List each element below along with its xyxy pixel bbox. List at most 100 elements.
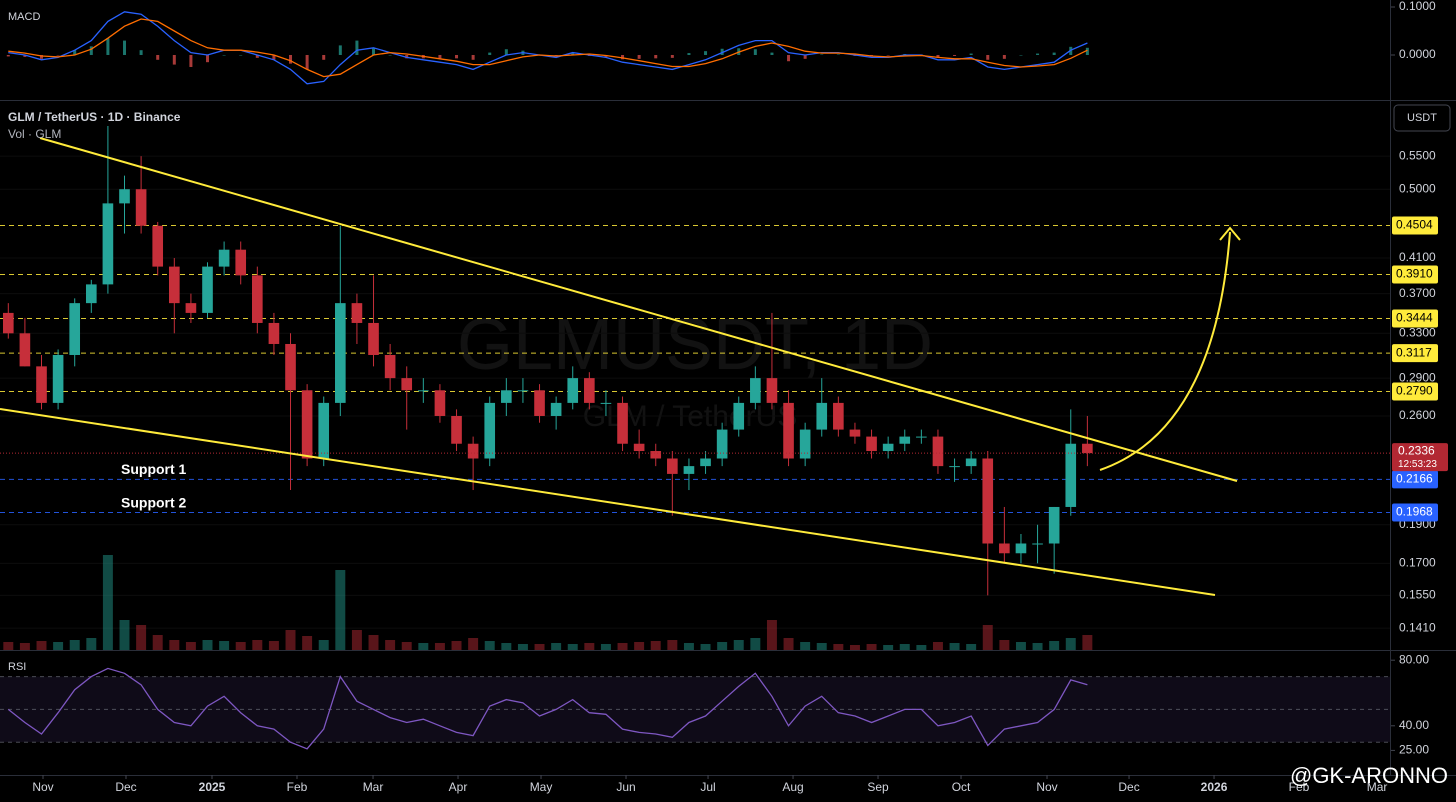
x-tick-label: Feb: [1289, 780, 1310, 794]
level-tag-label: 0.3910: [1396, 267, 1433, 281]
y-tick-label: 0.4100: [1399, 250, 1436, 264]
volume-bar: [733, 640, 744, 650]
macd-histogram: [40, 54, 44, 59]
volume-bar: [468, 638, 479, 650]
candle-body: [268, 322, 280, 344]
macd-histogram: [272, 54, 276, 60]
level-tag: [1392, 309, 1438, 328]
macd-histogram: [388, 54, 392, 56]
volume-bar: [268, 641, 279, 650]
volume-bar: [219, 641, 230, 650]
level-tag: [1392, 470, 1438, 489]
candle-body: [185, 303, 197, 313]
candle-body: [567, 378, 579, 403]
candle-body: [534, 390, 545, 416]
macd-histogram: [1036, 53, 1040, 55]
candle-body: [650, 451, 662, 459]
macd-histogram: [23, 54, 27, 57]
macd-histogram: [953, 54, 957, 56]
x-tick-label: 2026: [1201, 780, 1228, 794]
macd-histogram: [123, 40, 127, 55]
macd-histogram: [504, 49, 508, 55]
volume-bar: [966, 644, 977, 650]
volume-bar: [949, 643, 960, 650]
candle-body: [667, 458, 678, 474]
trendline: [39, 137, 1238, 482]
candle-body: [152, 225, 164, 267]
symbol-title: GLM / TetherUS · 1D · Binance: [8, 110, 181, 124]
level-tag-label: 0.4504: [1396, 218, 1433, 232]
candle-body: [202, 266, 213, 313]
rsi-line: [7, 667, 1088, 750]
macd-histogram: [206, 54, 210, 63]
candle-body: [916, 436, 927, 438]
volume-bar: [650, 641, 661, 650]
macd-title: MACD: [8, 11, 40, 23]
volume-bar: [335, 570, 346, 650]
x-tick-label: 2025: [199, 780, 226, 794]
volume-bar: [816, 643, 827, 650]
volume-bar: [69, 640, 80, 650]
candle-body: [168, 266, 180, 304]
currency-label[interactable]: USDT: [1407, 112, 1437, 124]
candle-body: [783, 402, 794, 459]
last-price-tag: [1392, 443, 1448, 472]
candle-body: [401, 378, 413, 391]
level-tag: [1392, 265, 1438, 284]
candle-body: [368, 322, 379, 355]
candle-body: [501, 390, 512, 403]
macd-histogram: [438, 54, 442, 59]
macd-histogram: [787, 54, 791, 62]
macd-histogram: [89, 46, 93, 55]
volume-bar: [36, 641, 47, 650]
rsi-band: [0, 676, 1390, 743]
volume-bar: [683, 643, 694, 650]
y-tick-label: 0.5500: [1399, 148, 1436, 162]
level-tag-label: 0.2790: [1396, 384, 1433, 398]
level-tag-label: 0.2166: [1396, 471, 1433, 485]
candle-body: [285, 343, 296, 391]
macd-histogram: [687, 53, 691, 55]
rsi-tick-label: 80.00: [1399, 652, 1429, 666]
macd-histogram: [886, 54, 890, 56]
x-tick-label: Apr: [449, 780, 468, 794]
macd-histogram: [1085, 47, 1089, 55]
candle-body: [252, 275, 263, 323]
volume-label: Vol · GLM: [8, 127, 61, 141]
candle-body: [85, 284, 97, 304]
candle-body: [467, 443, 479, 459]
macd-histogram: [222, 54, 226, 56]
macd-histogram: [239, 54, 243, 56]
macd-histogram: [986, 54, 990, 60]
volume-bar: [401, 642, 412, 650]
macd-histogram: [803, 54, 807, 59]
candle-body: [600, 402, 612, 404]
volume-bar: [766, 620, 777, 650]
volume-bar: [700, 644, 711, 650]
volume-bar: [567, 644, 578, 650]
macd-histogram: [571, 52, 575, 55]
candle-body: [318, 402, 330, 459]
volume-bar: [1032, 643, 1043, 650]
x-tick-label: Mar: [1367, 780, 1388, 794]
y-tick-label: 0.1550: [1399, 588, 1436, 602]
macd-histogram: [969, 53, 973, 55]
countdown-label: 12:53:23: [1398, 459, 1437, 470]
volume-bar: [783, 638, 794, 650]
volume-bar: [833, 644, 844, 650]
x-tick-label: Sep: [867, 780, 889, 794]
macd-histogram: [770, 52, 774, 55]
macd-histogram: [621, 54, 625, 60]
volume-bar: [19, 643, 30, 650]
candle-body: [235, 249, 247, 276]
macd-histogram: [189, 54, 193, 67]
macd-histogram: [355, 40, 359, 55]
currency-button[interactable]: [1393, 104, 1451, 132]
volume-bar: [53, 642, 64, 650]
candle-body: [1065, 443, 1077, 507]
macd-histogram: [455, 54, 459, 59]
volume-bar: [119, 620, 130, 650]
macd-histogram: [836, 54, 840, 56]
